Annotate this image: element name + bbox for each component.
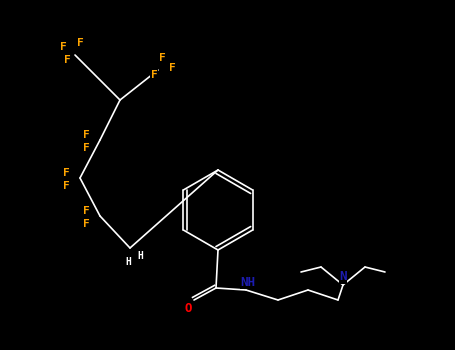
Text: F: F (60, 42, 66, 52)
Text: F: F (83, 206, 89, 216)
Text: F: F (169, 63, 175, 73)
Text: H: H (125, 257, 131, 267)
Text: F: F (63, 168, 69, 178)
Text: F: F (83, 143, 89, 153)
Text: H: H (137, 251, 143, 261)
Text: F: F (83, 219, 89, 229)
Text: F: F (76, 38, 83, 48)
Text: F: F (63, 181, 69, 191)
Text: F: F (151, 70, 157, 80)
Text: F: F (159, 53, 165, 63)
Text: F: F (64, 55, 71, 65)
Text: N: N (339, 271, 347, 284)
Text: NH: NH (241, 275, 256, 288)
Text: O: O (184, 301, 192, 315)
Text: F: F (83, 130, 89, 140)
